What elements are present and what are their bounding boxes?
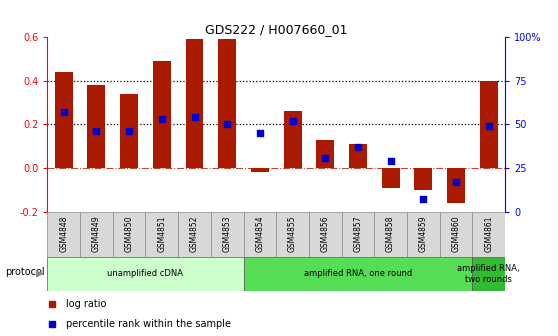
Point xyxy=(451,179,460,185)
Point xyxy=(419,197,428,202)
Bar xyxy=(472,257,505,291)
Bar xyxy=(185,39,204,168)
Text: amplified RNA, one round: amplified RNA, one round xyxy=(304,269,412,278)
Point xyxy=(223,122,232,127)
Bar xyxy=(472,212,505,257)
Point xyxy=(353,144,362,150)
Text: unamplified cDNA: unamplified cDNA xyxy=(108,269,184,278)
Text: GSM4848: GSM4848 xyxy=(59,215,68,252)
Bar xyxy=(120,94,138,168)
Bar xyxy=(88,85,105,168)
Bar xyxy=(316,140,334,168)
Point xyxy=(386,158,395,164)
Text: GSM4851: GSM4851 xyxy=(157,215,166,252)
Bar xyxy=(283,111,301,168)
Text: protocol: protocol xyxy=(5,267,45,277)
Point xyxy=(256,130,264,136)
Text: GSM4852: GSM4852 xyxy=(190,215,199,252)
Text: GSM4850: GSM4850 xyxy=(124,215,133,252)
Text: GSM4854: GSM4854 xyxy=(256,215,264,252)
Text: amplified RNA,
two rounds: amplified RNA, two rounds xyxy=(458,264,520,284)
Bar xyxy=(178,212,211,257)
Bar xyxy=(440,212,472,257)
Bar xyxy=(243,212,276,257)
Bar xyxy=(146,212,178,257)
Text: GSM4859: GSM4859 xyxy=(419,215,428,252)
Text: GSM4857: GSM4857 xyxy=(353,215,362,252)
Point xyxy=(288,118,297,124)
Point xyxy=(92,129,101,134)
Bar xyxy=(374,212,407,257)
Text: log ratio: log ratio xyxy=(66,299,106,308)
Text: percentile rank within the sample: percentile rank within the sample xyxy=(66,319,230,329)
Text: GSM4855: GSM4855 xyxy=(288,215,297,252)
Bar xyxy=(447,168,465,203)
Bar xyxy=(55,72,73,168)
Point xyxy=(59,110,68,115)
Bar xyxy=(243,257,472,291)
Text: GSM4861: GSM4861 xyxy=(484,215,493,252)
Bar xyxy=(407,212,440,257)
Bar xyxy=(218,39,236,168)
Bar xyxy=(47,212,80,257)
Bar xyxy=(113,212,146,257)
Point xyxy=(157,116,166,122)
Point xyxy=(484,123,493,129)
Bar xyxy=(251,168,269,172)
Bar xyxy=(309,212,341,257)
Text: GSM4860: GSM4860 xyxy=(451,215,460,252)
Text: GSM4853: GSM4853 xyxy=(223,215,232,252)
Text: GSM4858: GSM4858 xyxy=(386,215,395,252)
Point xyxy=(190,115,199,120)
Point xyxy=(321,155,330,160)
Bar xyxy=(211,212,243,257)
Bar xyxy=(153,61,171,168)
Title: GDS222 / H007660_01: GDS222 / H007660_01 xyxy=(205,23,348,36)
Bar xyxy=(349,144,367,168)
Text: GSM4849: GSM4849 xyxy=(92,215,101,252)
Point xyxy=(124,129,133,134)
Text: GSM4856: GSM4856 xyxy=(321,215,330,252)
Bar xyxy=(382,168,400,188)
Bar xyxy=(276,212,309,257)
Bar xyxy=(414,168,432,190)
Bar xyxy=(480,81,498,168)
Bar xyxy=(341,212,374,257)
Bar xyxy=(80,212,113,257)
Bar xyxy=(47,257,243,291)
